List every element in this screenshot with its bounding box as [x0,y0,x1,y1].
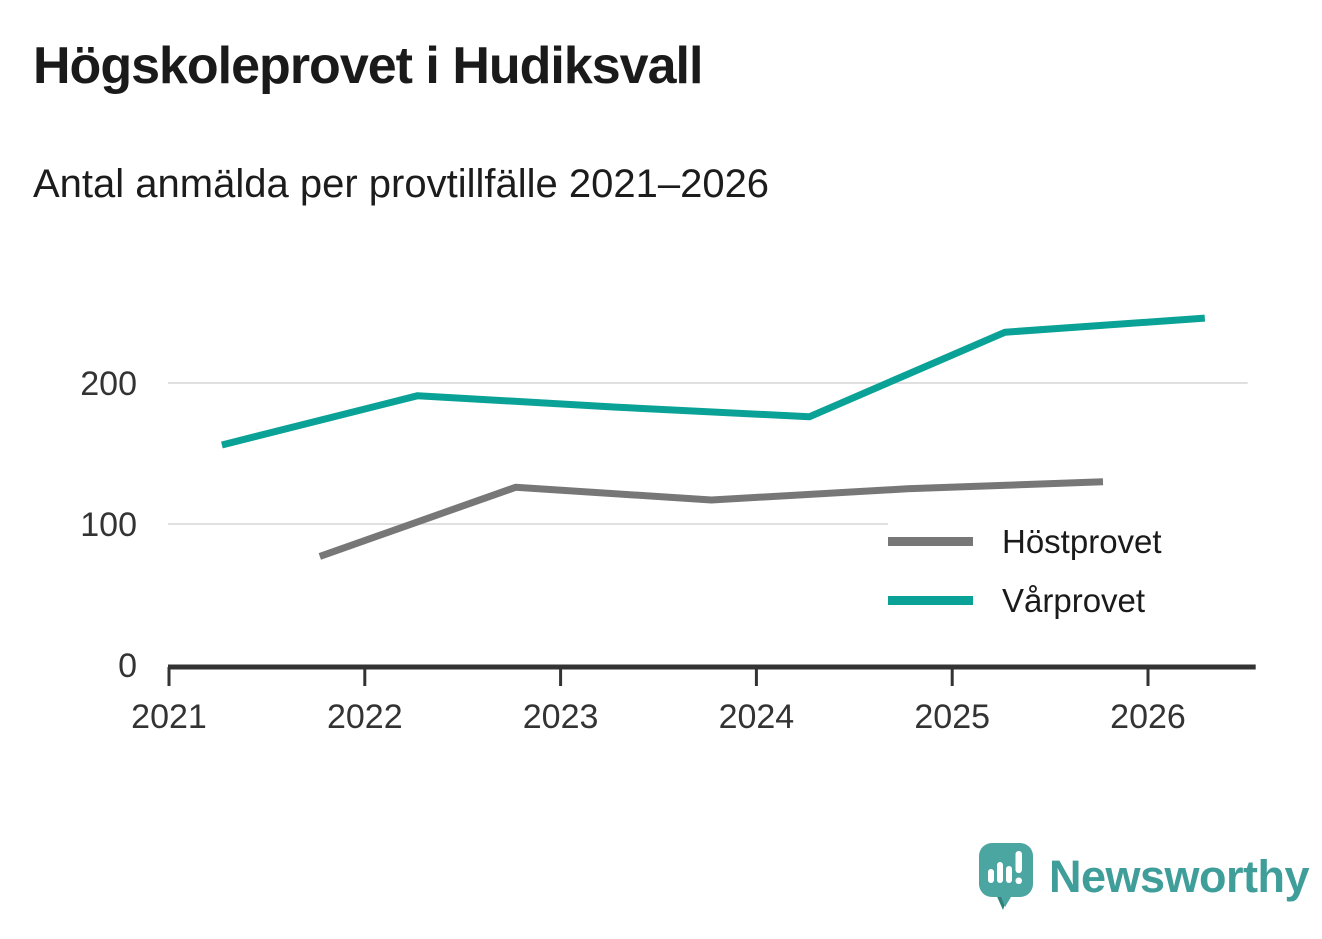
x-tick-label: 2022 [327,698,403,736]
logo-bar-chart-icon [988,851,1022,884]
legend: Höstprovet Vårprovet [888,512,1256,630]
legend-item-varprovet: Vårprovet [888,571,1256,630]
x-tick-label: 2025 [914,698,990,736]
page-title: Högskoleprovet i Hudiksvall [33,37,703,95]
page-subtitle: Antal anmälda per provtillfälle 2021–202… [33,162,770,206]
series-line-vrprovet [221,314,1206,449]
x-tick-label: 2021 [131,698,207,736]
series-line-hstprovet [318,478,1104,560]
varprovet-line-swatch-icon [888,596,973,605]
newsworthy-wordmark: Newsworthy [1049,851,1310,902]
legend-label-varprovet: Vårprovet [1002,581,1146,619]
hostprovet-line-swatch-icon [888,537,973,546]
x-tick-label: 2026 [1110,698,1186,736]
newsworthy-logo-icon [979,843,1033,910]
legend-item-hostprovet: Höstprovet [888,512,1256,571]
newsworthy-brand: Newsworthy [978,842,1310,912]
x-tick-label: 2024 [719,698,795,736]
legend-label-hostprovet: Höstprovet [1002,522,1162,560]
y-tick-label: 0 [118,647,137,685]
x-tick-label: 2023 [523,698,599,736]
y-tick-label: 200 [80,365,137,403]
y-tick-label: 100 [80,506,137,544]
